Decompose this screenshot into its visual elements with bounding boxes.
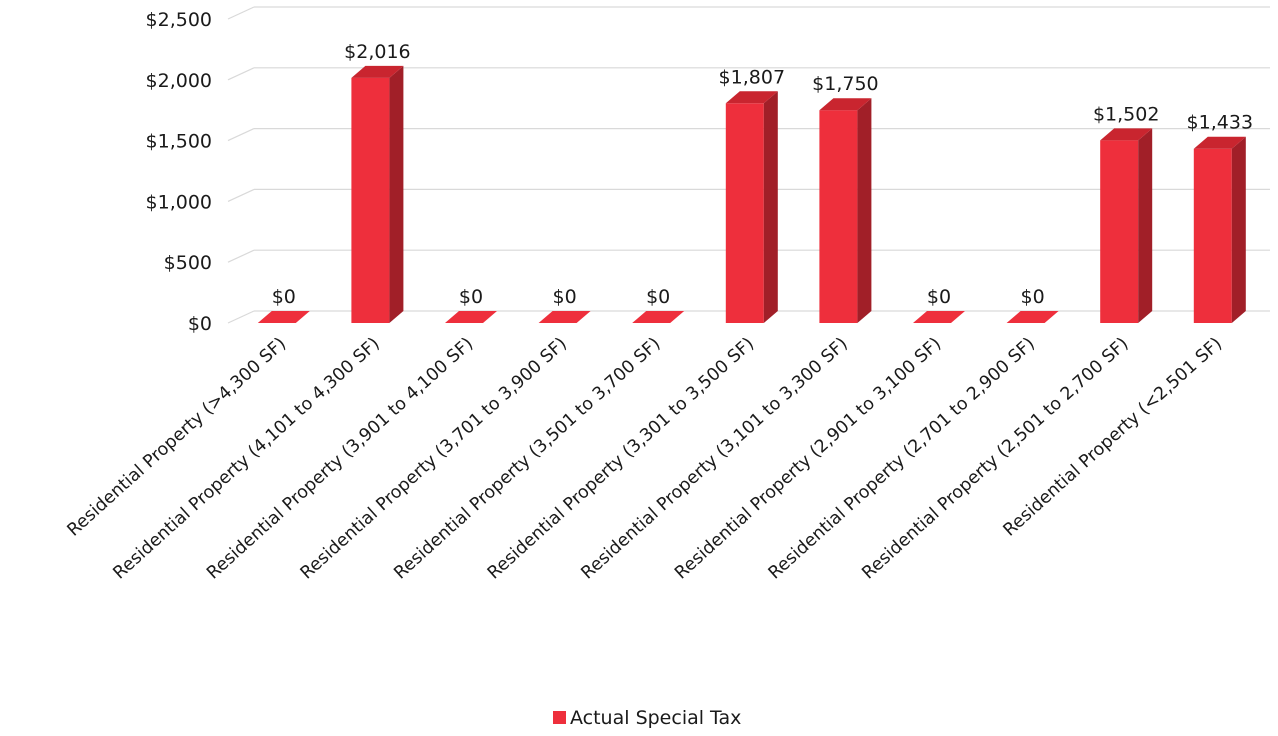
y-tick-label: $0	[188, 313, 212, 335]
gridline-lead	[227, 128, 255, 142]
bar-front	[1193, 148, 1232, 323]
bar-flat	[257, 311, 310, 323]
data-label: $0	[927, 286, 951, 308]
bar-front	[819, 110, 858, 323]
bar-front	[725, 103, 764, 323]
gridline-lead	[227, 188, 255, 202]
bars	[257, 65, 1246, 323]
y-tick-label: $2,500	[146, 9, 212, 31]
gridline-lead	[227, 249, 255, 263]
data-labels: $0 $2,016 $0 $0 $0 $1,807 $1,750 $0 $0 $1,502 $1,4…	[272, 41, 1253, 308]
data-label: $1,433	[1187, 112, 1253, 134]
data-label: $0	[553, 286, 577, 308]
bar	[1100, 128, 1153, 323]
data-label: $0	[646, 286, 670, 308]
bar-flat	[913, 311, 965, 323]
bar-top	[725, 91, 778, 104]
y-axis: $0 $500 $1,000 $1,500 $2,000 $2,500	[146, 9, 212, 335]
bar-flat	[632, 311, 685, 323]
data-label: $1,807	[719, 66, 785, 88]
data-label: $0	[1021, 286, 1045, 308]
data-label: $1,502	[1093, 103, 1159, 125]
x-axis: Residential Property (>4,300 SF)Resident…	[64, 334, 1226, 584]
bar-top	[819, 98, 872, 111]
bar-top	[1100, 128, 1153, 141]
gridline-lead	[227, 6, 255, 20]
bar	[913, 311, 965, 323]
bar-side	[763, 91, 778, 323]
gridline-lead	[227, 67, 255, 81]
legend: Actual Special Tax	[553, 707, 741, 729]
bar	[1006, 311, 1059, 323]
data-label: $0	[459, 286, 483, 308]
bar	[632, 311, 685, 323]
legend-swatch	[553, 711, 566, 724]
bar-flat	[538, 311, 591, 323]
bar-side	[1138, 128, 1153, 323]
data-label: $2,016	[344, 41, 410, 63]
bar	[445, 311, 497, 323]
y-tick-label: $2,000	[146, 70, 212, 92]
gridline-lead	[227, 310, 255, 324]
bar	[351, 65, 404, 323]
bar-top	[1193, 136, 1246, 149]
y-tick-label: $1,500	[146, 131, 212, 153]
data-label: $0	[272, 286, 296, 308]
bar-top	[351, 65, 404, 78]
bar	[1193, 136, 1246, 323]
bar-flat	[1006, 311, 1059, 323]
bar-front	[351, 77, 390, 323]
y-tick-label: $1,000	[146, 191, 212, 213]
bar	[819, 98, 872, 323]
data-label: $1,750	[812, 73, 878, 95]
bar	[257, 311, 310, 323]
bar	[538, 311, 591, 323]
bar-side	[857, 98, 872, 323]
bar-flat	[445, 311, 497, 323]
bar-side	[389, 65, 404, 323]
bar-front	[1100, 140, 1139, 323]
legend-label: Actual Special Tax	[570, 707, 741, 729]
bar-side	[1231, 136, 1246, 323]
bar	[725, 91, 778, 323]
y-tick-label: $500	[164, 252, 212, 274]
